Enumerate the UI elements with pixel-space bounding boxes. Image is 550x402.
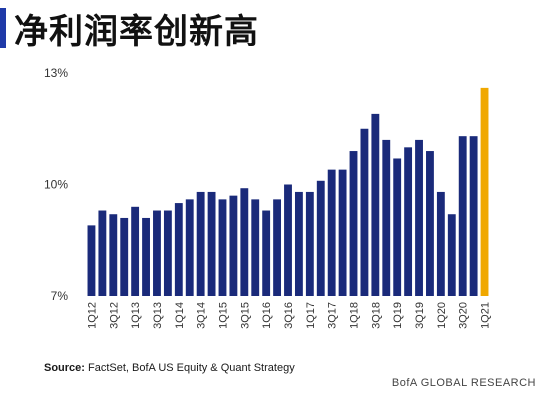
bar <box>360 128 369 296</box>
bar <box>349 151 358 296</box>
bar <box>338 169 347 296</box>
bar <box>273 199 282 296</box>
x-tick-label: 1Q16 <box>261 302 273 329</box>
x-tick-label: 3Q14 <box>196 302 208 329</box>
bar <box>229 195 238 296</box>
bar <box>458 136 467 296</box>
bar-highlight <box>480 87 489 297</box>
bar <box>294 191 303 296</box>
bar <box>426 151 434 296</box>
bar <box>436 191 445 296</box>
y-tick-label: 13% <box>44 66 68 80</box>
bar <box>109 214 118 296</box>
x-tick-label: 1Q14 <box>174 302 186 329</box>
bar <box>142 217 150 296</box>
bar <box>415 139 423 296</box>
bar <box>469 136 478 296</box>
x-tick-label: 3Q12 <box>108 302 120 329</box>
bar <box>185 199 194 296</box>
x-tick-label: 3Q17 <box>327 302 339 329</box>
chart-title: 净利润率创新高 <box>14 12 259 52</box>
x-tick-label: 3Q16 <box>283 302 295 329</box>
bar <box>371 113 380 296</box>
source-note: Source: FactSet, BofA US Equity & Quant … <box>44 362 295 374</box>
y-tick-label: 10% <box>44 178 68 192</box>
x-tick-label: 1Q18 <box>349 302 361 329</box>
bar <box>196 191 205 296</box>
x-tick-label: 1Q13 <box>130 302 142 329</box>
source-label: Source: <box>44 362 85 374</box>
bar <box>305 191 314 296</box>
bar <box>87 225 96 296</box>
y-tick-label: 7% <box>51 289 69 303</box>
x-tick-label: 1Q12 <box>86 302 98 329</box>
bar <box>174 203 183 296</box>
x-tick-label: 1Q19 <box>392 302 404 329</box>
footer-credit: BofA GLOBAL RESEARCH <box>391 377 536 389</box>
x-tick-label: 1Q21 <box>480 302 492 329</box>
x-tick-label: 3Q18 <box>370 302 382 329</box>
bar <box>207 191 216 296</box>
x-tick-label: 1Q20 <box>436 302 448 329</box>
bar <box>153 210 161 296</box>
x-tick-label: 3Q19 <box>414 302 426 329</box>
bar <box>218 199 227 296</box>
bar <box>240 188 249 296</box>
x-tick-label: 3Q15 <box>239 302 251 329</box>
bar <box>382 139 391 296</box>
bar <box>98 210 107 296</box>
x-tick-label: 3Q13 <box>152 302 164 329</box>
bar <box>327 169 336 296</box>
bar <box>163 210 172 296</box>
title-accent-bar <box>0 8 6 48</box>
source-text: FactSet, BofA US Equity & Quant Strategy <box>88 362 295 374</box>
bar <box>131 206 140 296</box>
bar <box>447 214 456 296</box>
x-tick-label: 1Q15 <box>217 302 229 329</box>
bar <box>120 217 129 296</box>
bar <box>262 210 271 296</box>
bar <box>251 199 260 296</box>
bar <box>404 147 413 296</box>
bar <box>393 158 402 296</box>
bar <box>316 180 325 296</box>
x-tick-label: 3Q20 <box>458 302 470 329</box>
bar <box>284 184 292 296</box>
x-tick-label: 1Q17 <box>305 302 317 329</box>
